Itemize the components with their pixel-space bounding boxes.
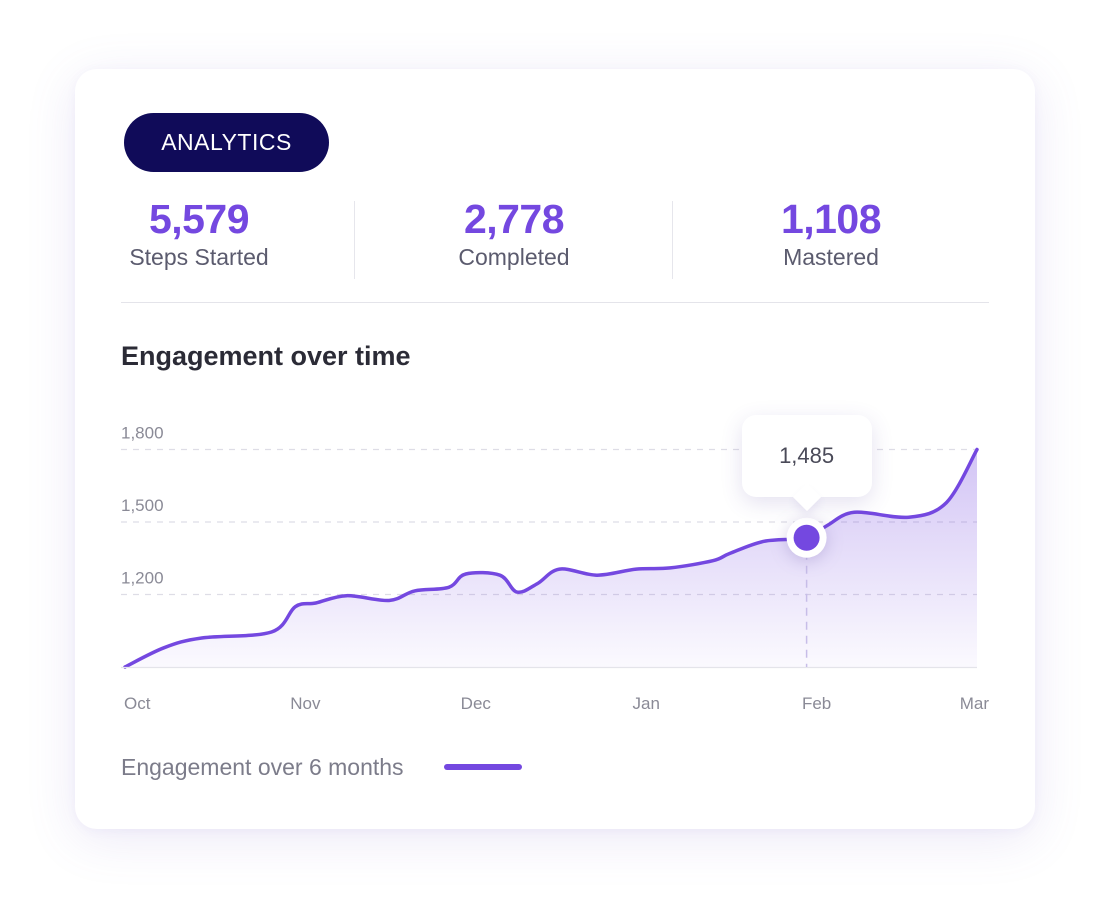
- x-tick-label: Mar: [960, 694, 990, 713]
- x-tick-label: Oct: [124, 694, 151, 713]
- x-tick-label: Dec: [461, 694, 492, 713]
- analytics-card: ANALYTICS 5,579 Steps Started 2,778 Comp…: [75, 69, 1035, 829]
- legend-line-swatch: [443, 764, 522, 770]
- x-tick-label: Feb: [802, 694, 831, 713]
- x-tick-label: Nov: [290, 694, 321, 713]
- value-tooltip: 1,485: [741, 414, 872, 511]
- stat-value: 5,579: [148, 196, 250, 242]
- x-tick-label: Jan: [632, 694, 659, 713]
- y-tick-label: 1,500: [121, 496, 164, 515]
- stat-divider: [354, 201, 355, 279]
- stat-steps-started: 5,579 Steps Started: [99, 196, 299, 272]
- analytics-badge: ANALYTICS: [124, 113, 329, 172]
- stat-label: Steps Started: [129, 244, 269, 270]
- stat-label: Completed: [458, 244, 570, 270]
- stat-value: 1,108: [780, 196, 882, 242]
- section-divider: [121, 302, 989, 303]
- chart-title: Engagement over time: [121, 341, 411, 371]
- stat-mastered: 1,108 Mastered: [731, 196, 931, 272]
- tooltip-value: 1,485: [779, 442, 835, 468]
- y-tick-label: 1,800: [121, 424, 164, 443]
- stat-value: 2,778: [463, 196, 565, 242]
- stat-divider: [672, 201, 673, 279]
- y-tick-label: 1,200: [121, 569, 164, 588]
- engagement-chart: 1,200 1,500 1,800 Oct Nov Dec Jan Feb Mar: [121, 424, 990, 713]
- series-area: [125, 449, 977, 667]
- stat-completed: 2,778 Completed: [414, 196, 614, 272]
- legend-label: Engagement over 6 months: [121, 753, 404, 780]
- highlight-point[interactable]: [793, 524, 820, 551]
- stats-row: 5,579 Steps Started 2,778 Completed 1,10…: [121, 196, 989, 280]
- stat-label: Mastered: [783, 244, 879, 270]
- chart-legend: Engagement over 6 months: [121, 752, 522, 782]
